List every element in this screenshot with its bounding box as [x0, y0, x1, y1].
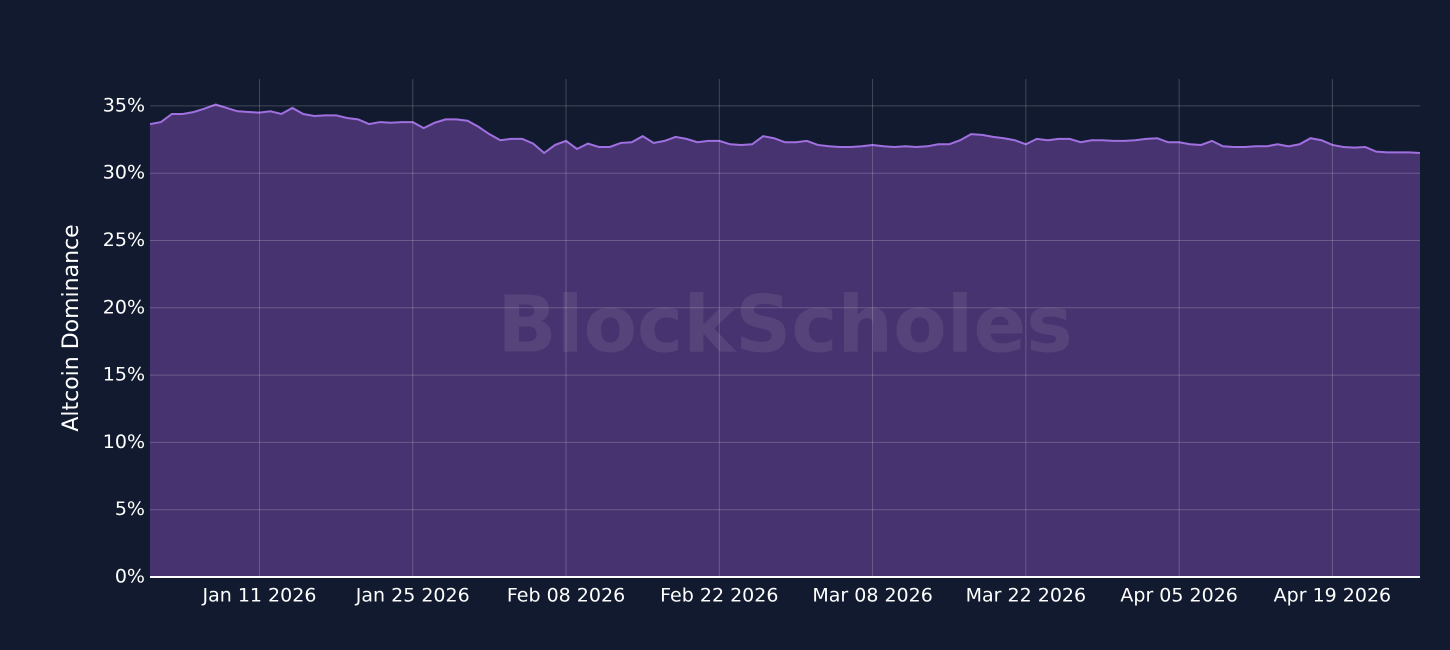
x-tick-label: Feb 08 2026: [507, 585, 625, 607]
x-tick-label: Feb 22 2026: [660, 585, 778, 607]
watermark: BlockScholes: [497, 280, 1072, 370]
y-tick-label: 0%: [115, 566, 145, 588]
x-tick-label: Jan 25 2026: [355, 585, 470, 607]
area-line: [149, 103, 1421, 155]
y-tick-label: 35%: [103, 94, 145, 116]
y-tick-label: 10%: [103, 431, 145, 453]
y-tick-label: 15%: [103, 364, 145, 386]
x-tick-label: Apr 05 2026: [1120, 585, 1237, 607]
y-tick-label: 5%: [115, 498, 145, 520]
area-fill: [150, 104, 1420, 577]
x-tick-label: Mar 08 2026: [812, 585, 932, 607]
plot-area: [149, 103, 1421, 577]
y-tick-label: 25%: [103, 229, 145, 251]
y-tick-label: 20%: [103, 296, 145, 318]
x-tick-label: Jan 11 2026: [202, 585, 317, 607]
x-tick-label: Mar 22 2026: [966, 585, 1086, 607]
x-tick-label: Apr 19 2026: [1274, 585, 1391, 607]
y-axis-title: Altcoin Dominance: [59, 224, 84, 431]
y-tick-label: 30%: [103, 162, 145, 184]
